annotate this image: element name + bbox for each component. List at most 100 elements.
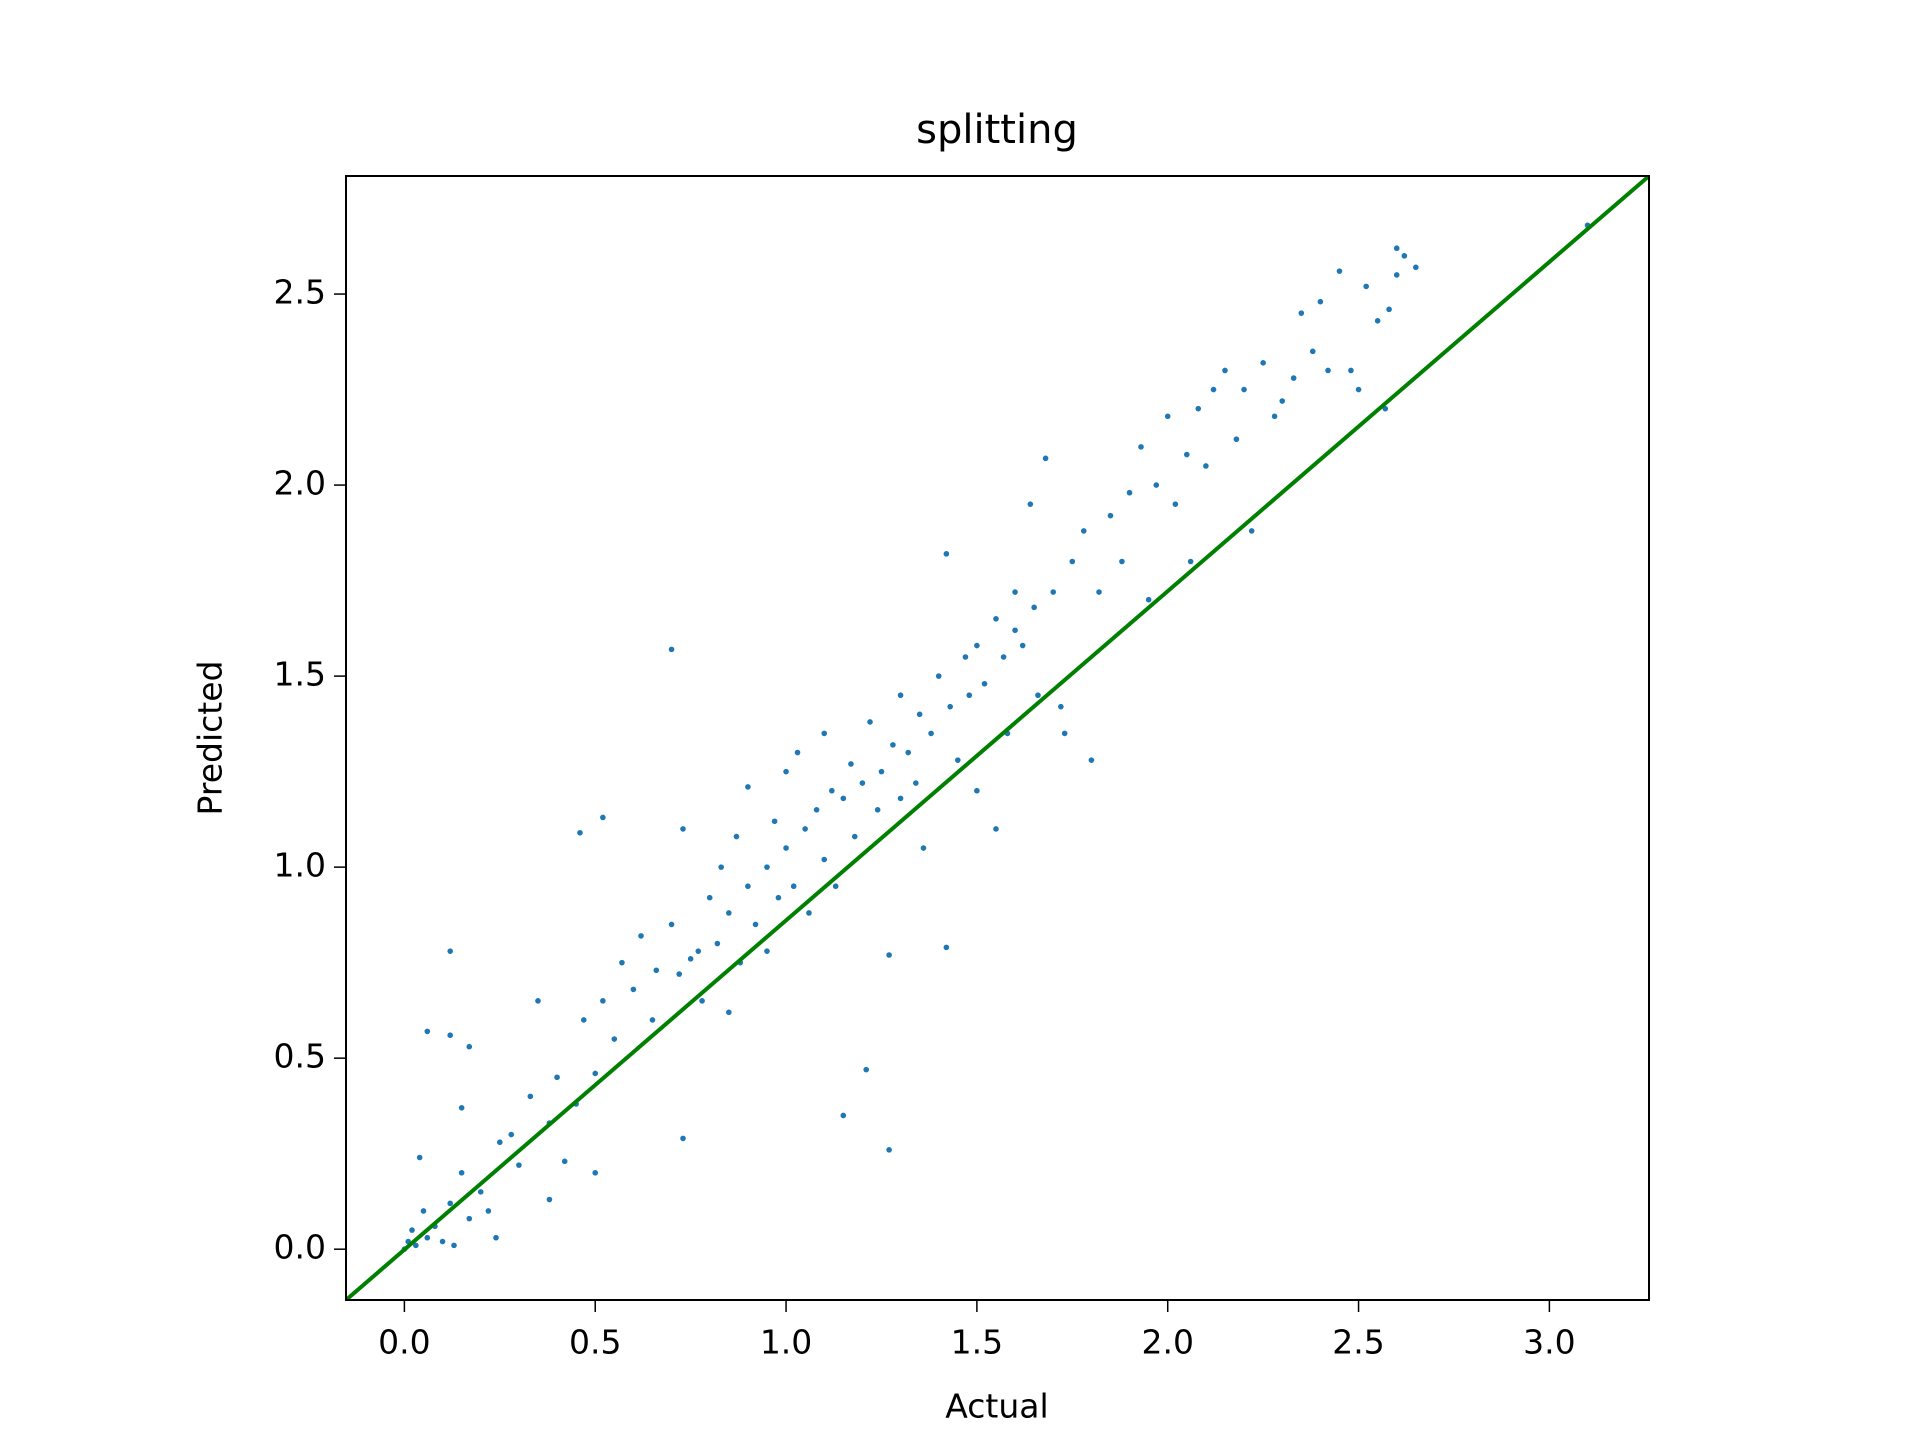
y-tick-label: 1.5 bbox=[274, 655, 326, 694]
point bbox=[1233, 436, 1240, 443]
point bbox=[1012, 589, 1018, 595]
point bbox=[1393, 272, 1400, 278]
point bbox=[1325, 367, 1331, 374]
point bbox=[821, 856, 828, 863]
y-tick-label: 0.5 bbox=[274, 1037, 326, 1076]
point bbox=[680, 1135, 686, 1142]
point bbox=[451, 1242, 457, 1249]
point bbox=[840, 1112, 847, 1119]
point bbox=[1195, 405, 1202, 412]
point bbox=[794, 749, 801, 756]
point bbox=[897, 795, 904, 802]
point bbox=[592, 1070, 599, 1077]
point bbox=[832, 883, 839, 890]
point bbox=[1069, 558, 1076, 565]
point bbox=[993, 826, 999, 832]
point bbox=[649, 1017, 656, 1023]
point bbox=[653, 967, 660, 974]
point bbox=[1164, 413, 1171, 420]
point bbox=[947, 703, 953, 710]
point bbox=[821, 730, 828, 737]
point bbox=[1348, 367, 1354, 374]
x-tick-label: 0.5 bbox=[569, 1323, 621, 1362]
y-tick-label: 2.0 bbox=[274, 464, 326, 503]
point bbox=[1187, 558, 1194, 565]
point bbox=[874, 807, 881, 813]
point bbox=[848, 761, 854, 767]
point bbox=[493, 1234, 499, 1241]
point bbox=[897, 692, 904, 699]
chart-title: splitting bbox=[916, 107, 1078, 153]
point bbox=[554, 1074, 560, 1081]
point bbox=[695, 948, 702, 954]
point bbox=[1386, 306, 1392, 313]
point bbox=[943, 944, 950, 951]
point bbox=[1317, 298, 1324, 305]
point bbox=[485, 1208, 492, 1214]
point bbox=[477, 1189, 484, 1195]
point bbox=[680, 826, 686, 832]
point bbox=[745, 784, 751, 790]
point bbox=[974, 642, 980, 649]
point bbox=[1279, 398, 1286, 404]
point bbox=[439, 1238, 446, 1245]
point bbox=[1393, 245, 1400, 252]
point bbox=[840, 795, 847, 802]
point bbox=[1241, 386, 1247, 393]
point bbox=[1035, 692, 1041, 699]
point bbox=[600, 998, 606, 1004]
point bbox=[1145, 596, 1152, 603]
point bbox=[561, 1158, 568, 1165]
point bbox=[1172, 501, 1179, 507]
point bbox=[1336, 268, 1343, 274]
point bbox=[546, 1196, 553, 1203]
point bbox=[535, 998, 541, 1004]
point bbox=[764, 864, 770, 870]
point bbox=[409, 1227, 415, 1233]
point bbox=[974, 787, 980, 794]
point bbox=[458, 1169, 465, 1176]
point bbox=[420, 1208, 427, 1214]
point bbox=[890, 742, 896, 748]
point bbox=[1126, 489, 1133, 496]
point bbox=[1042, 455, 1049, 462]
point bbox=[1413, 264, 1419, 271]
point bbox=[920, 845, 927, 851]
point bbox=[829, 787, 835, 794]
point bbox=[1203, 463, 1209, 469]
y-tick-label: 0.0 bbox=[274, 1228, 326, 1267]
point bbox=[1096, 589, 1102, 595]
point bbox=[771, 818, 778, 825]
point bbox=[726, 1009, 732, 1016]
point bbox=[916, 711, 923, 718]
point bbox=[497, 1139, 503, 1146]
point bbox=[928, 730, 934, 737]
plot-frame bbox=[345, 175, 1650, 1301]
x-axis-label: Actual bbox=[945, 1387, 1048, 1426]
point bbox=[1012, 627, 1018, 634]
point bbox=[955, 757, 961, 763]
point bbox=[466, 1215, 473, 1222]
point bbox=[1184, 451, 1190, 458]
point bbox=[943, 551, 950, 557]
x-tick-label: 1.5 bbox=[951, 1323, 1003, 1362]
point bbox=[1248, 528, 1255, 534]
point bbox=[966, 692, 973, 699]
point bbox=[981, 680, 988, 687]
point bbox=[867, 719, 873, 725]
point bbox=[1138, 444, 1144, 450]
y-tick-label: 2.5 bbox=[274, 273, 326, 312]
point bbox=[714, 940, 721, 947]
point bbox=[878, 768, 885, 775]
point bbox=[1290, 375, 1297, 381]
point bbox=[935, 673, 942, 679]
y-tick-label: 1.0 bbox=[274, 846, 326, 885]
reference-line bbox=[346, 176, 1649, 1300]
point bbox=[600, 814, 606, 821]
point bbox=[508, 1131, 515, 1138]
point bbox=[806, 910, 812, 916]
point bbox=[424, 1028, 431, 1035]
point bbox=[1050, 589, 1057, 595]
point bbox=[580, 1017, 587, 1023]
